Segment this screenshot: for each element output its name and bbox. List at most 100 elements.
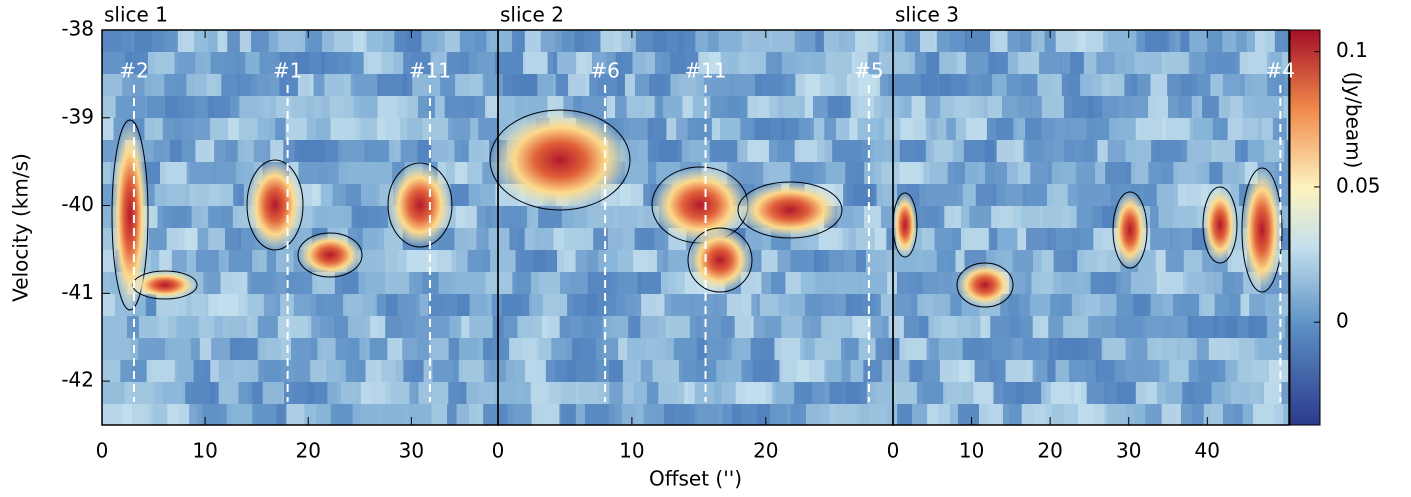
x-tick-label: 20 bbox=[753, 439, 778, 463]
texture-cell bbox=[1278, 162, 1289, 184]
texture-cell bbox=[1051, 162, 1082, 184]
texture-cell bbox=[1254, 338, 1285, 360]
texture-cell bbox=[304, 404, 335, 425]
texture-cell bbox=[1135, 118, 1166, 140]
texture-cell bbox=[426, 316, 457, 338]
texture-cell bbox=[1268, 360, 1289, 382]
x-tick-label: 0 bbox=[887, 439, 900, 463]
texture-cell bbox=[1005, 360, 1036, 382]
texture-cell bbox=[936, 30, 967, 52]
texture-cell bbox=[1198, 360, 1229, 382]
texture-cell bbox=[358, 272, 389, 294]
texture-cell bbox=[1087, 184, 1118, 206]
texture-cell bbox=[353, 96, 384, 118]
heatmap-image bbox=[102, 30, 1289, 425]
texture-cell bbox=[493, 382, 524, 404]
texture-cell bbox=[230, 338, 261, 360]
texture-cell bbox=[160, 162, 191, 184]
texture-cell bbox=[522, 52, 553, 74]
texture-cell bbox=[899, 140, 930, 162]
texture-cell bbox=[584, 404, 615, 425]
texture-cell bbox=[122, 404, 153, 425]
texture-cell bbox=[822, 294, 853, 316]
texture-cell bbox=[1022, 184, 1053, 206]
texture-cell bbox=[894, 294, 925, 316]
texture-cell bbox=[1280, 228, 1289, 250]
texture-cell bbox=[1265, 96, 1289, 118]
texture-cell bbox=[330, 118, 361, 140]
x-tick-label: 20 bbox=[296, 439, 321, 463]
texture-cell bbox=[1266, 316, 1289, 338]
texture-cell bbox=[996, 140, 1027, 162]
texture-cell bbox=[334, 272, 365, 294]
texture-cell bbox=[581, 96, 612, 118]
texture-cell bbox=[459, 338, 490, 360]
texture-cell bbox=[509, 338, 540, 360]
texture-cell bbox=[1228, 338, 1259, 360]
texture-cell bbox=[875, 338, 906, 360]
texture-cell bbox=[1162, 316, 1193, 338]
texture-cell bbox=[1167, 96, 1198, 118]
texture-cell bbox=[731, 74, 762, 96]
texture-cell bbox=[818, 228, 849, 250]
texture-cell bbox=[283, 382, 314, 404]
texture-cell bbox=[1189, 118, 1220, 140]
texture-cell bbox=[790, 162, 821, 184]
texture-cell bbox=[102, 52, 132, 74]
texture-cell bbox=[626, 96, 657, 118]
texture-cell bbox=[531, 404, 562, 425]
texture-cell bbox=[825, 52, 856, 74]
texture-cell bbox=[763, 162, 794, 184]
texture-cell bbox=[602, 316, 633, 338]
texture-cell bbox=[194, 30, 225, 52]
texture-cell bbox=[681, 140, 712, 162]
texture-cell bbox=[769, 30, 800, 52]
texture-cell bbox=[706, 338, 737, 360]
texture-cell bbox=[486, 30, 517, 52]
texture-cell bbox=[377, 74, 408, 96]
texture-cell bbox=[861, 272, 892, 294]
texture-cell bbox=[1186, 140, 1217, 162]
x-tick-label: 30 bbox=[399, 439, 424, 463]
texture-cell bbox=[378, 404, 409, 425]
texture-cell bbox=[1077, 404, 1108, 425]
texture-cell bbox=[222, 316, 253, 338]
texture-cell bbox=[874, 96, 905, 118]
texture-cell bbox=[1180, 404, 1211, 425]
texture-cell bbox=[790, 250, 821, 272]
texture-cell bbox=[502, 294, 533, 316]
colorbar-label: (Jy/beam) bbox=[1342, 72, 1366, 169]
texture-cell bbox=[1077, 30, 1108, 52]
texture-cell bbox=[164, 338, 195, 360]
texture-cell bbox=[1214, 294, 1245, 316]
texture-cell bbox=[226, 404, 257, 425]
panel-title: slice 3 bbox=[895, 3, 959, 27]
texture-cell bbox=[365, 162, 396, 184]
x-tick-label: 10 bbox=[192, 439, 217, 463]
texture-cell bbox=[754, 74, 785, 96]
texture-cell bbox=[431, 140, 462, 162]
texture-cell bbox=[854, 30, 885, 52]
panel-title: slice 2 bbox=[500, 3, 564, 27]
texture-cell bbox=[1144, 30, 1175, 52]
texture-cell bbox=[1172, 294, 1203, 316]
texture-cell bbox=[1050, 382, 1081, 404]
texture-cell bbox=[184, 96, 215, 118]
texture-cell bbox=[326, 206, 357, 228]
texture-cell bbox=[146, 360, 177, 382]
texture-cell bbox=[124, 382, 155, 404]
texture-cell bbox=[837, 206, 868, 228]
texture-cell bbox=[1282, 52, 1289, 74]
texture-cell bbox=[837, 272, 868, 294]
texture-cell bbox=[827, 96, 858, 118]
texture-cell bbox=[619, 184, 650, 206]
x-tick-label: 10 bbox=[619, 439, 644, 463]
texture-cell bbox=[468, 184, 499, 206]
texture-cell bbox=[857, 118, 888, 140]
texture-cell bbox=[633, 250, 664, 272]
texture-cell bbox=[467, 250, 498, 272]
texture-cell bbox=[614, 206, 645, 228]
texture-cell bbox=[1173, 162, 1204, 184]
texture-cell bbox=[658, 382, 689, 404]
texture-cell bbox=[866, 382, 897, 404]
